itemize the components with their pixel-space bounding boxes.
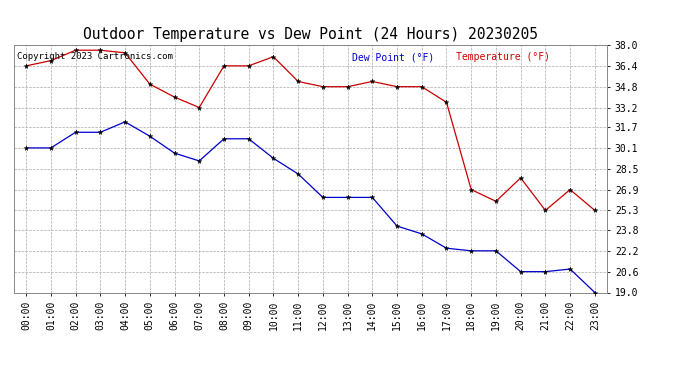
Text: Copyright 2023 Cartronics.com: Copyright 2023 Cartronics.com (17, 53, 172, 62)
Text: Dew Point (°F): Dew Point (°F) (352, 53, 434, 62)
Title: Outdoor Temperature vs Dew Point (24 Hours) 20230205: Outdoor Temperature vs Dew Point (24 Hou… (83, 27, 538, 42)
Text: Temperature (°F): Temperature (°F) (456, 53, 550, 62)
